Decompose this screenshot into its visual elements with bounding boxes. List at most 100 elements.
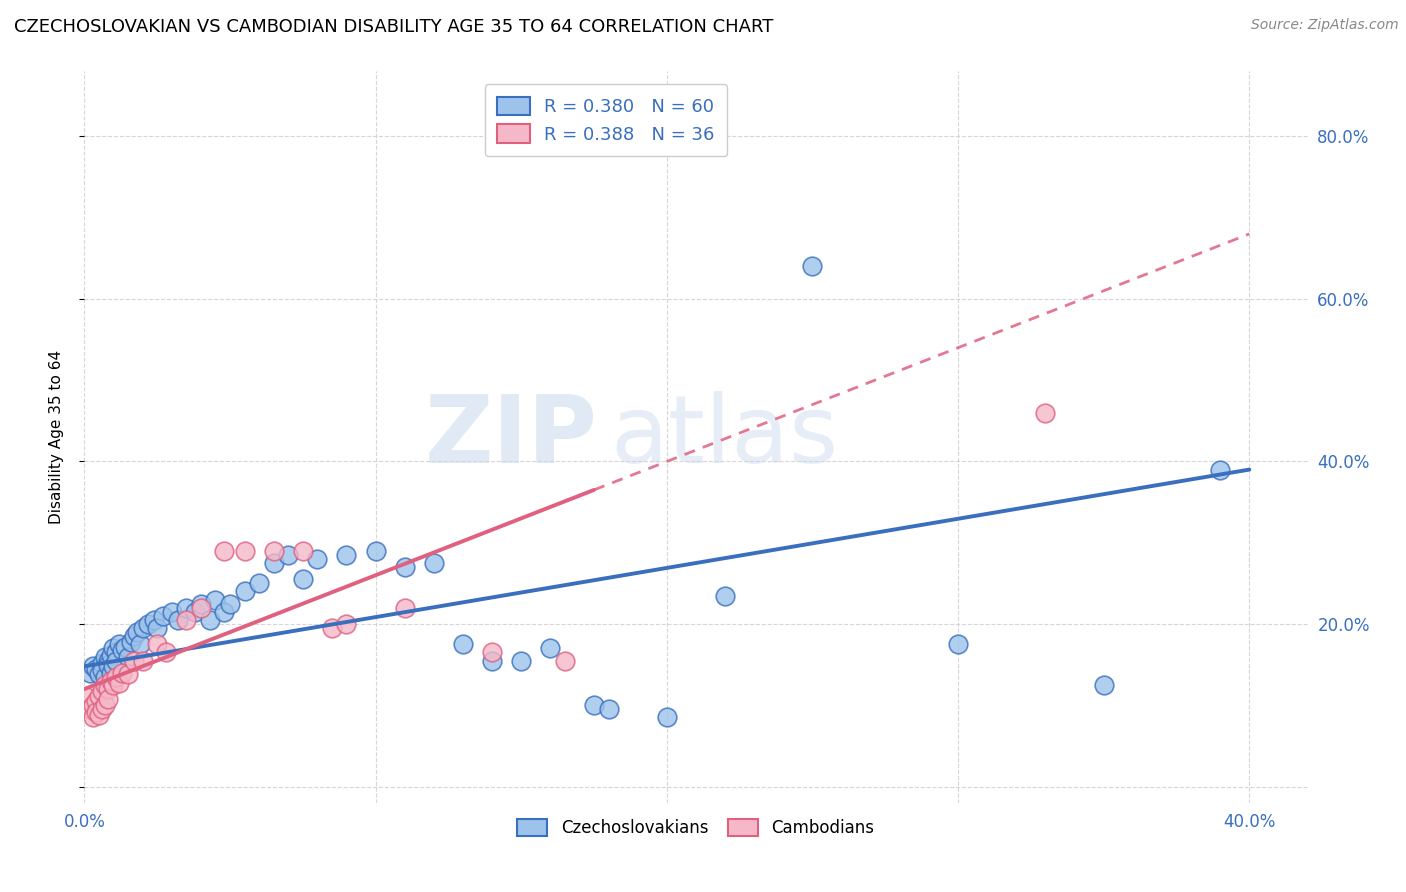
Point bbox=[277, 548, 299, 562]
Point bbox=[131, 621, 153, 635]
Point bbox=[364, 544, 387, 558]
Point bbox=[335, 548, 357, 562]
Point bbox=[87, 708, 110, 723]
Text: Source: ZipAtlas.com: Source: ZipAtlas.com bbox=[1251, 18, 1399, 32]
Point bbox=[103, 678, 125, 692]
Point bbox=[146, 637, 169, 651]
Point bbox=[583, 698, 606, 713]
Point bbox=[90, 663, 112, 677]
Point bbox=[481, 645, 503, 659]
Point bbox=[125, 625, 148, 640]
Point bbox=[166, 613, 188, 627]
Point bbox=[204, 592, 226, 607]
Point bbox=[82, 698, 104, 713]
Point bbox=[103, 659, 125, 673]
Y-axis label: Disability Age 35 to 64: Disability Age 35 to 64 bbox=[49, 350, 63, 524]
Point bbox=[263, 544, 285, 558]
Point bbox=[198, 613, 221, 627]
Point bbox=[111, 643, 134, 657]
Point bbox=[117, 667, 139, 681]
Point bbox=[105, 645, 128, 659]
Point bbox=[128, 637, 150, 651]
Point bbox=[143, 613, 166, 627]
Point bbox=[184, 605, 207, 619]
Point bbox=[1209, 462, 1232, 476]
Point bbox=[263, 556, 285, 570]
Point bbox=[321, 621, 343, 635]
Point bbox=[114, 640, 136, 654]
Point bbox=[247, 576, 270, 591]
Point bbox=[90, 683, 112, 698]
Point bbox=[100, 665, 122, 680]
Point bbox=[100, 673, 122, 688]
Point bbox=[84, 694, 107, 708]
Point bbox=[219, 597, 242, 611]
Point bbox=[84, 705, 107, 719]
Point bbox=[105, 654, 128, 668]
Point bbox=[1035, 406, 1057, 420]
Point bbox=[108, 637, 131, 651]
Point bbox=[82, 710, 104, 724]
Point bbox=[155, 645, 177, 659]
Point bbox=[714, 589, 737, 603]
Point bbox=[190, 600, 212, 615]
Point bbox=[291, 544, 314, 558]
Point bbox=[423, 556, 446, 570]
Point bbox=[105, 670, 128, 684]
Point bbox=[93, 678, 115, 692]
Point bbox=[291, 572, 314, 586]
Point bbox=[117, 649, 139, 664]
Point bbox=[79, 702, 101, 716]
Point bbox=[946, 637, 969, 651]
Point bbox=[87, 689, 110, 703]
Legend: Czechoslovakians, Cambodians: Czechoslovakians, Cambodians bbox=[509, 811, 883, 846]
Point bbox=[212, 544, 235, 558]
Point bbox=[554, 654, 576, 668]
Point bbox=[160, 605, 183, 619]
Point bbox=[93, 649, 115, 664]
Point bbox=[122, 629, 145, 643]
Point bbox=[76, 690, 98, 705]
Text: ZIP: ZIP bbox=[425, 391, 598, 483]
Point bbox=[394, 560, 416, 574]
Point bbox=[655, 710, 678, 724]
Point bbox=[233, 544, 256, 558]
Point bbox=[97, 654, 120, 668]
Point bbox=[174, 613, 197, 627]
Point bbox=[152, 608, 174, 623]
Point bbox=[335, 617, 357, 632]
Point bbox=[90, 702, 112, 716]
Point bbox=[120, 635, 142, 649]
Text: CZECHOSLOVAKIAN VS CAMBODIAN DISABILITY AGE 35 TO 64 CORRELATION CHART: CZECHOSLOVAKIAN VS CAMBODIAN DISABILITY … bbox=[14, 18, 773, 36]
Point bbox=[481, 654, 503, 668]
Point bbox=[122, 654, 145, 668]
Point bbox=[97, 681, 120, 696]
Point bbox=[97, 657, 120, 672]
Point bbox=[190, 597, 212, 611]
Point bbox=[451, 637, 474, 651]
Point bbox=[93, 670, 115, 684]
Point bbox=[111, 665, 134, 680]
Point bbox=[801, 260, 824, 274]
Point bbox=[108, 675, 131, 690]
Point bbox=[146, 621, 169, 635]
Point bbox=[174, 600, 197, 615]
Point bbox=[93, 698, 115, 713]
Point bbox=[510, 654, 533, 668]
Point bbox=[394, 600, 416, 615]
Text: atlas: atlas bbox=[610, 391, 838, 483]
Point bbox=[90, 656, 112, 670]
Point bbox=[87, 667, 110, 681]
Point bbox=[307, 552, 329, 566]
Point bbox=[97, 691, 120, 706]
Point bbox=[131, 654, 153, 668]
Point bbox=[1092, 678, 1115, 692]
Point bbox=[82, 659, 104, 673]
Point bbox=[79, 665, 101, 680]
Point bbox=[84, 662, 107, 676]
Point bbox=[538, 641, 561, 656]
Point bbox=[598, 702, 620, 716]
Point bbox=[233, 584, 256, 599]
Point bbox=[212, 605, 235, 619]
Point bbox=[138, 617, 160, 632]
